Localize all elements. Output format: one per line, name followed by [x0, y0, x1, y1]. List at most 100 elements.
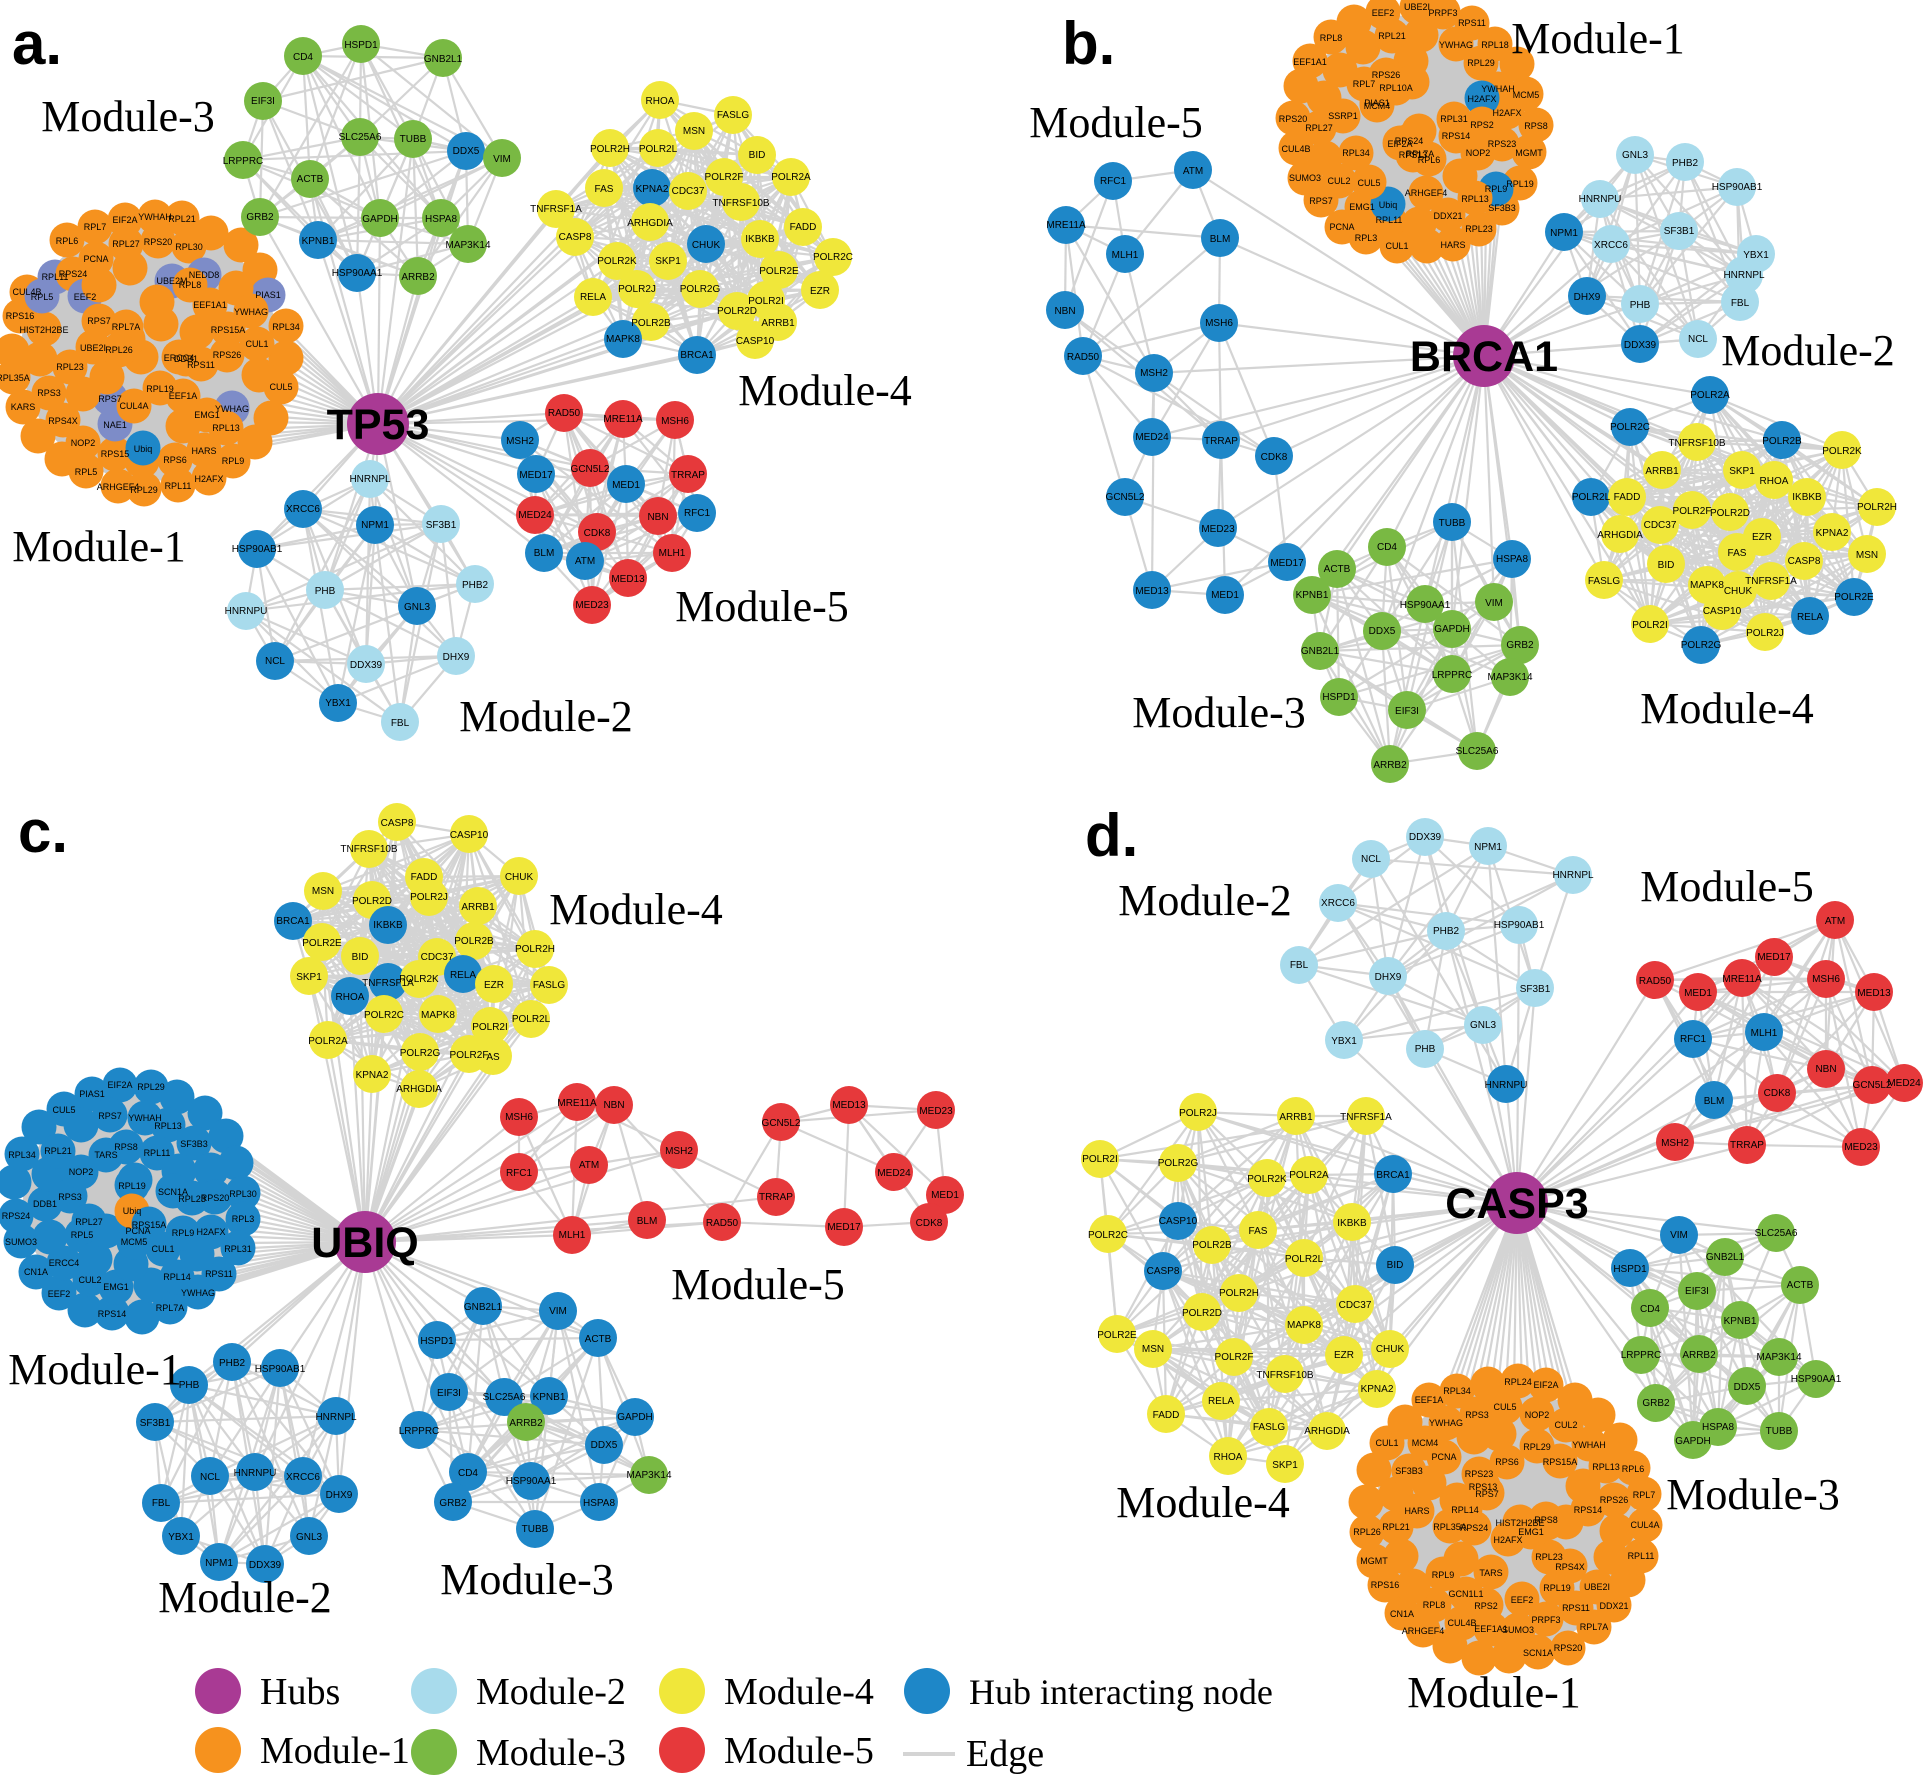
svg-text:MSH6: MSH6 [661, 416, 689, 427]
svg-text:Module-1: Module-1 [8, 1345, 182, 1394]
svg-text:POLR2E: POLR2E [302, 938, 342, 949]
svg-text:HSPD1: HSPD1 [1613, 1264, 1647, 1275]
svg-text:IKBKB: IKBKB [1792, 492, 1822, 503]
svg-text:RHOA: RHOA [336, 992, 365, 1003]
svg-text:Module-4: Module-4 [724, 1671, 874, 1713]
svg-text:POLR2B: POLR2B [631, 318, 671, 329]
svg-text:RPL30: RPL30 [229, 1189, 257, 1199]
svg-text:POLR2E: POLR2E [759, 266, 799, 277]
svg-text:EIF2A: EIF2A [1533, 1380, 1558, 1390]
svg-text:MAPK8: MAPK8 [1690, 580, 1724, 591]
svg-text:KPNB1: KPNB1 [1724, 1316, 1757, 1327]
svg-text:POLR2F: POLR2F [450, 1050, 489, 1061]
svg-text:RPL9: RPL9 [1485, 184, 1508, 194]
svg-text:SUMO3: SUMO3 [1502, 1625, 1534, 1635]
svg-text:Module-2: Module-2 [1118, 876, 1292, 925]
svg-text:MAPK8: MAPK8 [421, 1010, 455, 1021]
svg-text:KPNA2: KPNA2 [1361, 1384, 1394, 1395]
svg-text:Module-5: Module-5 [1640, 862, 1814, 911]
svg-text:RAD50: RAD50 [1639, 976, 1672, 987]
svg-text:MED1: MED1 [612, 480, 640, 491]
svg-text:CASP8: CASP8 [559, 232, 592, 243]
svg-text:BID: BID [1387, 1260, 1404, 1271]
svg-text:MLH1: MLH1 [1751, 1028, 1778, 1039]
svg-text:CUL5: CUL5 [269, 382, 292, 392]
svg-text:Module-4: Module-4 [1640, 684, 1814, 733]
svg-text:RPL6: RPL6 [1622, 1464, 1645, 1474]
svg-text:RPS24: RPS24 [1460, 1523, 1489, 1533]
svg-text:POLR2A: POLR2A [1690, 390, 1730, 401]
svg-text:BLM: BLM [1210, 234, 1231, 245]
svg-text:EZR: EZR [484, 980, 504, 991]
svg-text:Module-1: Module-1 [260, 1730, 410, 1772]
svg-text:RPL7A: RPL7A [1406, 149, 1435, 159]
svg-text:NOP2: NOP2 [69, 1167, 94, 1177]
svg-text:PRPF3: PRPF3 [1428, 8, 1457, 18]
svg-text:Module-3: Module-3 [1132, 688, 1306, 737]
svg-text:Module-4: Module-4 [1116, 1478, 1290, 1527]
svg-text:EZR: EZR [1752, 532, 1772, 543]
svg-text:HIST2H2BE: HIST2H2BE [19, 325, 68, 335]
svg-text:RPL23: RPL23 [1465, 224, 1493, 234]
svg-text:RPL5: RPL5 [71, 1230, 94, 1240]
svg-text:GRB2: GRB2 [1506, 640, 1534, 651]
svg-text:SF3B1: SF3B1 [1520, 984, 1551, 995]
svg-text:CASP8: CASP8 [1788, 556, 1821, 567]
svg-text:HSPA8: HSPA8 [425, 214, 457, 225]
svg-text:POLR2K: POLR2K [1822, 446, 1862, 457]
svg-text:Hub interacting node: Hub interacting node [969, 1672, 1273, 1712]
svg-text:CN1A: CN1A [24, 1267, 48, 1277]
svg-text:KPNB1: KPNB1 [533, 1392, 566, 1403]
svg-text:YWHAH: YWHAH [1572, 1440, 1606, 1450]
svg-text:ARHGEF4: ARHGEF4 [1405, 188, 1448, 198]
svg-text:BRCA1: BRCA1 [276, 916, 310, 927]
svg-text:YWHAG: YWHAG [234, 307, 268, 317]
svg-text:CDK8: CDK8 [1261, 452, 1288, 463]
svg-text:Module-4: Module-4 [549, 885, 723, 934]
svg-text:DDX21: DDX21 [1433, 211, 1462, 221]
svg-text:TUBB: TUBB [400, 134, 427, 145]
svg-text:ARRB1: ARRB1 [761, 318, 795, 329]
svg-text:GAPDH: GAPDH [1675, 1436, 1711, 1447]
svg-text:RPS14: RPS14 [98, 1309, 127, 1319]
svg-text:POLR2J: POLR2J [618, 284, 656, 295]
svg-text:RPL29: RPL29 [1467, 58, 1495, 68]
svg-text:NOP2: NOP2 [1466, 148, 1491, 158]
svg-text:RPL8: RPL8 [1320, 33, 1343, 43]
svg-text:MED17: MED17 [827, 1222, 861, 1233]
svg-text:SF3B3: SF3B3 [1488, 203, 1516, 213]
svg-text:HARS: HARS [191, 446, 216, 456]
svg-text:RPL23: RPL23 [1535, 1552, 1563, 1562]
svg-text:POLR2L: POLR2L [1572, 492, 1611, 503]
svg-text:Module-3: Module-3 [476, 1732, 626, 1774]
svg-text:RPS7: RPS7 [98, 1111, 122, 1121]
svg-text:POLR2H: POLR2H [1857, 502, 1897, 513]
svg-text:POLR2K: POLR2K [597, 256, 637, 267]
svg-text:GCN1L1: GCN1L1 [1448, 1589, 1483, 1599]
svg-text:RPL23: RPL23 [178, 1194, 206, 1204]
svg-text:RELA: RELA [1797, 612, 1823, 623]
svg-text:EEF2: EEF2 [74, 292, 97, 302]
svg-text:FBL: FBL [1731, 298, 1750, 309]
svg-text:TRRAP: TRRAP [671, 470, 705, 481]
svg-text:BLM: BLM [637, 1216, 658, 1227]
svg-text:KARS: KARS [11, 402, 36, 412]
svg-text:ARHGDIA: ARHGDIA [1304, 1426, 1350, 1437]
svg-text:RPL6: RPL6 [1418, 155, 1441, 165]
svg-text:TNFRSF1A: TNFRSF1A [362, 978, 414, 989]
svg-text:HNRNPL: HNRNPL [349, 474, 391, 485]
svg-text:RPS7: RPS7 [1475, 1489, 1499, 1499]
svg-text:RPL34: RPL34 [8, 1150, 36, 1160]
svg-text:TUBB: TUBB [522, 1524, 549, 1535]
svg-text:DDX5: DDX5 [591, 1440, 618, 1451]
svg-text:RPL31: RPL31 [224, 1244, 252, 1254]
svg-text:RPS24: RPS24 [2, 1211, 31, 1221]
svg-text:RPL27: RPL27 [112, 239, 140, 249]
svg-text:ARHGDIA: ARHGDIA [627, 218, 673, 229]
svg-text:POLR2J: POLR2J [1179, 1108, 1217, 1119]
svg-text:MLH1: MLH1 [1112, 250, 1139, 261]
svg-text:VIM: VIM [549, 1306, 567, 1317]
svg-text:EEF1A1: EEF1A1 [193, 300, 227, 310]
svg-text:PRPF3: PRPF3 [1531, 1615, 1560, 1625]
svg-text:SLC25A6: SLC25A6 [1755, 1228, 1798, 1239]
